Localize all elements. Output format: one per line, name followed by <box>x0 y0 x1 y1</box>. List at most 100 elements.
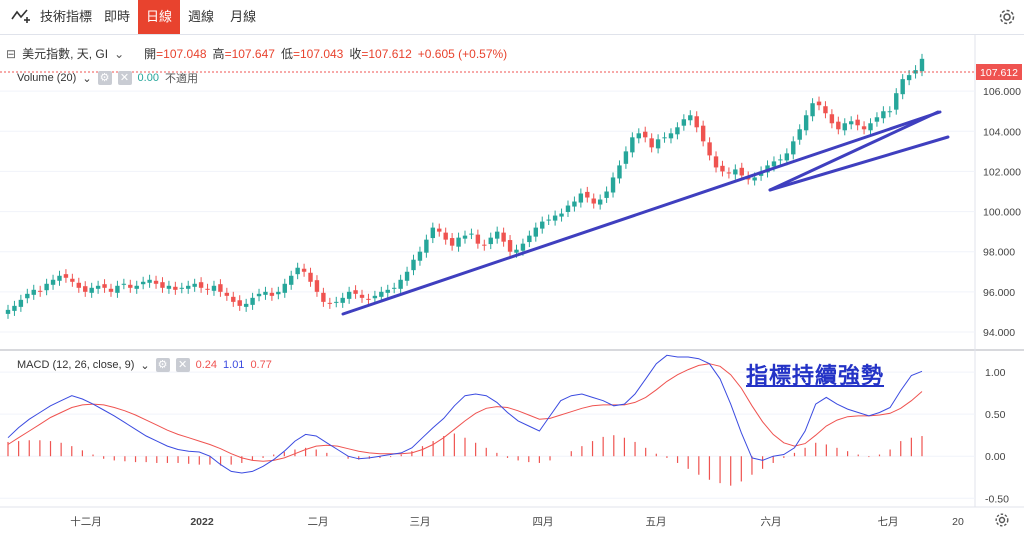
candle-body <box>668 133 674 139</box>
candle-body <box>289 275 294 285</box>
trendlines <box>341 110 950 316</box>
price-tick-label: 102.000 <box>983 166 1021 178</box>
macd-axis[interactable]: -0.50 0.00 0.50 1.00 <box>985 367 1009 505</box>
macd-legend: MACD (12, 26, close, 9) ⌄ ⚙ ✕ 0.24 1.01 … <box>17 358 272 372</box>
candle-body <box>861 126 867 130</box>
macd-signal-value: 0.77 <box>250 359 272 371</box>
macd-label[interactable]: MACD (12, 26, close, 9) <box>17 359 135 371</box>
chart-area[interactable]: 94.000 96.000 98.000 100.000 102.000 104.000 1… <box>0 35 1024 532</box>
candle-body <box>179 287 184 289</box>
candle-body <box>675 127 680 135</box>
change-value: +0.605 (+0.57%) <box>417 46 508 61</box>
macd-settings-icon[interactable]: ⚙ <box>155 358 170 372</box>
macd-line <box>7 354 923 474</box>
price-legend: ⊟ 美元指數, 天, GI ⌄ 開 =107.048 高 =107.647 低 =10… <box>6 45 507 62</box>
tab-daily[interactable]: 日線 <box>138 0 181 34</box>
symbol-dropdown-icon[interactable]: ⌄ <box>114 46 125 61</box>
settings-gear-icon[interactable] <box>998 8 1016 31</box>
macd-dropdown-icon[interactable]: ⌄ <box>140 359 150 372</box>
candle-body <box>346 291 352 299</box>
chart-toolbar: 技術指標 即時 日線 週線 月線 <box>0 0 1024 35</box>
candle-body <box>308 272 313 282</box>
candle-body <box>256 293 262 297</box>
candle-body <box>681 119 687 126</box>
volume-settings-icon[interactable]: ⚙ <box>97 71 112 85</box>
candle-body <box>475 234 481 244</box>
candle-body <box>160 282 165 288</box>
collapse-icon[interactable]: ⊟ <box>6 46 17 61</box>
candle-body <box>546 219 551 221</box>
candle-body <box>482 244 487 246</box>
candle-body <box>57 275 62 281</box>
price-tick-label: 100.000 <box>983 207 1021 219</box>
candle-body <box>597 199 603 205</box>
symbol-label[interactable]: 美元指數, 天, GI <box>22 47 109 61</box>
candle-body <box>688 115 693 121</box>
chart-svg[interactable]: 94.000 96.000 98.000 100.000 102.000 104.000 1… <box>0 35 1024 532</box>
candle-body <box>417 251 423 261</box>
candle-body <box>430 227 436 239</box>
open-value: =107.048 <box>156 46 207 61</box>
candle-body <box>237 300 242 306</box>
low-label: 低 <box>280 47 293 61</box>
macd-series <box>7 354 923 486</box>
indicators-button[interactable]: 技術指標 <box>0 0 96 34</box>
time-tick-label: 四月 <box>533 516 554 528</box>
candle-body <box>173 286 178 290</box>
time-tick-label: 20 <box>952 516 964 528</box>
candle-body <box>359 294 365 298</box>
candle-body <box>900 79 905 95</box>
candle-body <box>694 116 699 128</box>
time-axis-settings-icon[interactable] <box>994 512 1010 533</box>
candle-body <box>540 221 545 229</box>
volume-dropdown-icon[interactable]: ⌄ <box>82 72 92 85</box>
macd-close-icon[interactable]: ✕ <box>175 358 190 372</box>
candle-body <box>411 259 416 271</box>
tab-realtime[interactable]: 即時 <box>104 9 131 24</box>
candle-body <box>610 177 616 193</box>
trendline-long <box>341 110 942 316</box>
time-tick-label: 六月 <box>761 516 782 528</box>
macd-tick-label: -0.50 <box>985 493 1009 505</box>
candle-body <box>385 289 390 293</box>
candle-body <box>585 191 590 198</box>
candle-body <box>269 292 275 296</box>
volume-label[interactable]: Volume (20) <box>17 72 77 84</box>
time-tick-label: 十二月 <box>70 515 102 528</box>
candle-body <box>707 142 712 156</box>
time-axis[interactable]: 十二月 2022 二月 三月 四月 五月 六月 七月 20 <box>70 515 964 528</box>
candle-body <box>868 123 873 131</box>
tab-monthly[interactable]: 月線 <box>230 9 257 24</box>
candle-body <box>128 284 133 288</box>
candle-body <box>37 290 43 292</box>
candle-body <box>713 156 719 168</box>
candle-body <box>198 282 204 288</box>
candle-body <box>803 115 809 131</box>
price-tick-label: 98.000 <box>983 247 1015 259</box>
trendline-mid <box>768 135 950 192</box>
candle-body <box>44 283 49 291</box>
price-axis[interactable]: 94.000 96.000 98.000 100.000 102.000 104.000 1… <box>983 86 1021 339</box>
time-tick-label: 三月 <box>410 516 431 528</box>
candle-body <box>353 290 358 294</box>
candle-body <box>726 172 732 174</box>
price-tick-label: 94.000 <box>983 327 1015 339</box>
candle-body <box>591 198 596 204</box>
candle-body <box>153 280 159 284</box>
candle-body <box>134 285 139 289</box>
close-value: =107.612 <box>361 46 412 61</box>
candle-body <box>462 235 468 239</box>
macd-tick-label: 1.00 <box>985 367 1006 379</box>
candle-body <box>733 169 738 175</box>
tab-weekly[interactable]: 週線 <box>188 9 215 24</box>
candle-body <box>398 279 403 289</box>
candle-body <box>340 297 345 303</box>
candle-body <box>836 121 841 130</box>
candle-body <box>655 139 661 149</box>
candle-body <box>140 281 146 285</box>
candle-body <box>636 133 641 139</box>
volume-close-icon[interactable]: ✕ <box>117 71 132 85</box>
candle-body <box>50 279 56 285</box>
time-tick-label: 二月 <box>308 516 329 528</box>
candle-body <box>572 201 577 207</box>
